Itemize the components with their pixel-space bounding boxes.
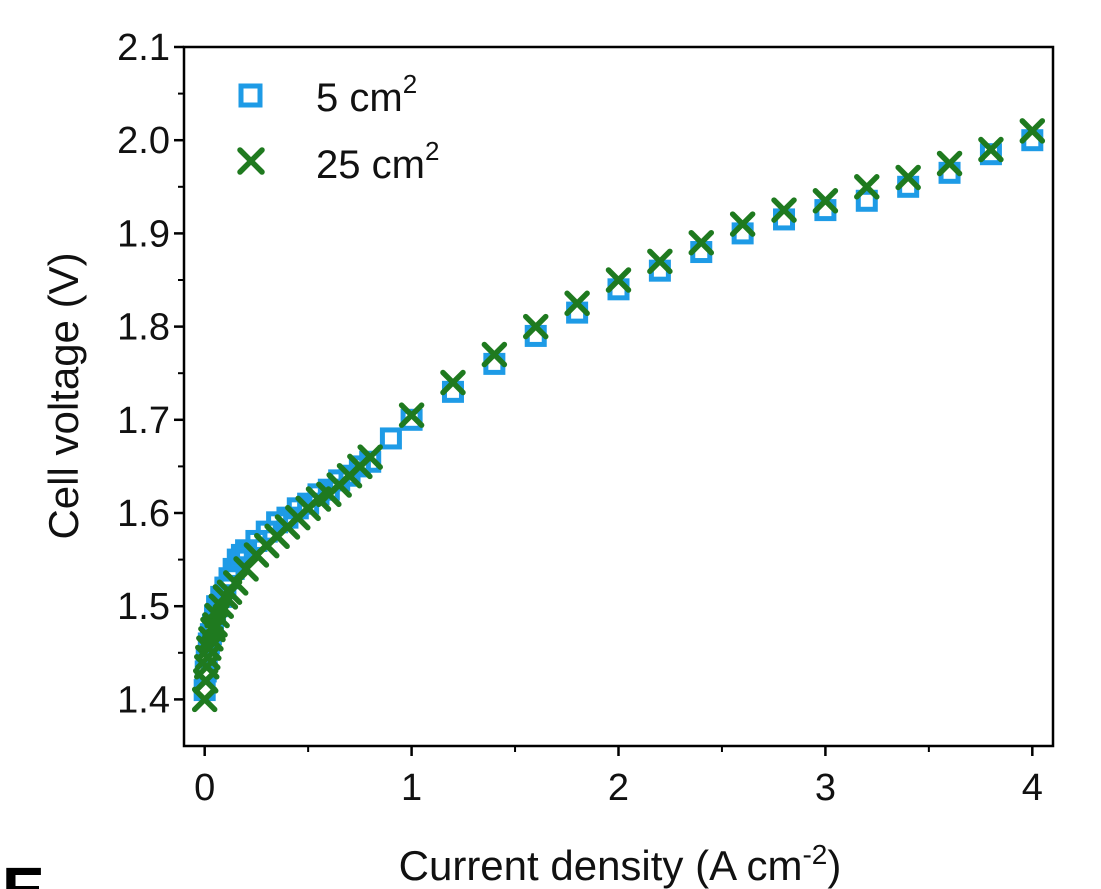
legend-label-5cm2: 5 cm2 [316,69,417,120]
point-25cm2 [440,369,466,396]
point-25cm2 [398,402,425,428]
panel-label: E [2,854,45,889]
legend-marker-x [237,147,265,175]
point-25cm2 [895,164,921,191]
x-tick-label: 0 [194,767,215,809]
y-tick-label: 1.4 [117,679,170,721]
point-25cm2 [481,341,508,368]
point-25cm2 [357,444,383,470]
x-tick-label: 1 [401,767,422,809]
point-25cm2 [688,229,715,256]
data-marks [191,118,1046,713]
point-5cm2 [379,427,402,450]
point-25cm2 [647,248,673,275]
y-tick-label: 2.0 [117,120,170,162]
y-ticks: 1.4 1.5 1.6 1.7 1.8 1.9 2.0 2.1 [117,27,184,721]
point-25cm2 [854,174,880,200]
x-axis-title-sup: -2 [802,839,827,870]
legend-marker-square [238,83,263,108]
point-25cm2 [812,188,839,214]
y-tick-label: 2.1 [117,27,170,69]
series-5cm2 [193,129,1044,702]
x-tick-label: 4 [1022,767,1043,809]
y-tick-label: 1.5 [117,586,170,628]
point-5cm2 [855,189,878,212]
y-axis-title: Cell voltage (V) [40,252,87,539]
point-25cm2 [191,686,218,713]
point-25cm2 [605,267,632,293]
x-ticks: 0 1 2 3 4 [194,746,1043,809]
y-tick-label: 1.7 [117,400,170,442]
series-25cm2 [191,118,1046,713]
point-25cm2 [771,197,797,223]
legend: 5 cm2 25 cm2 [237,69,439,187]
point-25cm2 [1019,118,1046,144]
legend-label-25cm2: 25 cm2 [316,136,439,187]
legend-item-5cm2: 5 cm2 [238,69,417,120]
x-axis-title-main: Current density (A cm [399,842,803,889]
y-tick-label: 1.8 [117,307,170,349]
point-25cm2 [729,211,756,237]
x-tick-label: 2 [608,767,629,809]
point-25cm2 [522,313,549,340]
x-axis-title: Current density (A cm-2) [399,839,842,889]
y-tick-label: 1.6 [117,493,170,535]
axes [182,45,1055,748]
point-25cm2 [936,150,963,177]
point-25cm2 [978,136,1004,163]
plot-frame [182,45,1055,748]
y-tick-label: 1.9 [117,213,170,255]
x-tick-label: 3 [815,767,836,809]
legend-item-25cm2: 25 cm2 [237,136,439,187]
x-axis-title-tail: ) [827,842,841,889]
point-25cm2 [564,290,590,317]
